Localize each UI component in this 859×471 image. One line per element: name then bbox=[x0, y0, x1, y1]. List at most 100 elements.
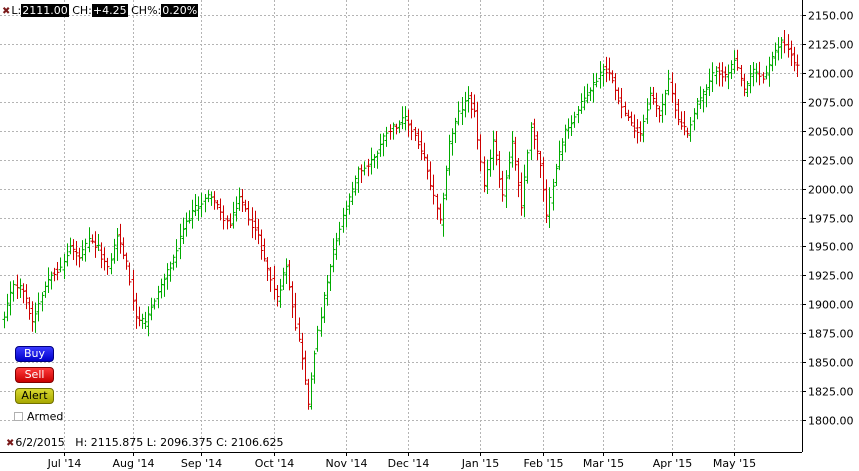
y-tick-label: 1900.00 bbox=[808, 299, 854, 312]
ohlc-bar bbox=[403, 106, 408, 131]
ohlc-bar bbox=[751, 62, 756, 87]
y-tick-label: 1925.00 bbox=[808, 270, 854, 283]
ohlc-bar bbox=[654, 92, 659, 117]
ohlc-bar bbox=[278, 278, 283, 308]
ohlc-bar bbox=[21, 283, 26, 304]
ohlc-bar bbox=[610, 70, 615, 84]
ohlc-bar bbox=[409, 119, 414, 141]
y-tick-label: 2075.00 bbox=[808, 97, 854, 110]
ohlc-bar bbox=[99, 242, 104, 269]
y-tick-label: 1825.00 bbox=[808, 386, 854, 399]
ohlc-bar bbox=[209, 191, 214, 206]
ohlc-bar bbox=[184, 212, 189, 237]
ohlc-bar bbox=[500, 170, 505, 202]
armed-checkbox[interactable] bbox=[14, 412, 23, 421]
ohlc-bar bbox=[767, 56, 772, 87]
ohlc-bar bbox=[786, 34, 791, 58]
ohlc-bar bbox=[234, 196, 239, 222]
ohlc-bar bbox=[516, 158, 521, 198]
ohlc-bar bbox=[218, 198, 223, 221]
ohlc-bar bbox=[96, 234, 101, 252]
ohlc-bar bbox=[795, 54, 800, 78]
ohlc-bar bbox=[36, 292, 41, 322]
ohlc-bar bbox=[641, 114, 646, 143]
ohlc-bar bbox=[761, 72, 766, 84]
ohlc-bar bbox=[87, 227, 92, 253]
ohlc-bar bbox=[27, 297, 32, 320]
ohlc-bar bbox=[698, 86, 703, 109]
ohlc-bar bbox=[350, 181, 355, 206]
ohlc-bar bbox=[253, 210, 258, 240]
ohlc-bar bbox=[422, 142, 427, 161]
close-value: 2106.625 bbox=[231, 436, 284, 449]
x-tick-label: Jul '14 bbox=[47, 457, 82, 470]
ohlc-bar bbox=[638, 121, 643, 142]
ohlc-bar bbox=[315, 325, 320, 352]
ohlc-bar bbox=[707, 68, 712, 96]
change-value: +4.25 bbox=[91, 4, 128, 17]
ohlc-bar bbox=[362, 161, 367, 176]
ohlc-bar bbox=[196, 196, 201, 221]
ohlc-bar bbox=[52, 267, 57, 282]
ohlc-bar bbox=[453, 117, 458, 143]
close-icon[interactable]: ✖ bbox=[6, 438, 15, 449]
ohlc-bar bbox=[541, 157, 546, 202]
ohlc-bar bbox=[8, 281, 13, 316]
x-tick-label: Dec '14 bbox=[388, 457, 430, 470]
ohlc-bar bbox=[629, 111, 634, 126]
ohlc-bar bbox=[228, 213, 233, 229]
ohlc-bar bbox=[670, 72, 675, 103]
bar-date: 6/2/2015 bbox=[15, 436, 65, 449]
ohlc-bar bbox=[372, 154, 377, 168]
ohlc-bar bbox=[322, 292, 327, 324]
y-tick-label: 1850.00 bbox=[808, 357, 854, 370]
ohlc-bar bbox=[692, 108, 697, 131]
ohlc-bar bbox=[463, 91, 468, 118]
x-tick-label: Feb '15 bbox=[524, 457, 564, 470]
alert-button[interactable]: Alert bbox=[15, 388, 54, 404]
ohlc-bar bbox=[660, 93, 665, 123]
ohlc-bar bbox=[105, 257, 110, 275]
ohlc-bar bbox=[312, 350, 317, 384]
ohlc-bar bbox=[522, 164, 527, 218]
ohlc-bar bbox=[240, 188, 245, 212]
ohlc-bar bbox=[585, 83, 590, 104]
quote-header: ✖L:2111.00 CH:+4.25 CH%:0.20% bbox=[2, 4, 199, 17]
ohlc-bar bbox=[701, 88, 706, 113]
ohlc-bar bbox=[717, 62, 722, 87]
high-value: 2115.875 bbox=[90, 436, 144, 449]
ohlc-bar bbox=[776, 37, 781, 61]
ohlc-bar bbox=[115, 228, 120, 262]
ohlc-bar bbox=[309, 372, 314, 410]
sell-button[interactable]: Sell bbox=[15, 367, 54, 383]
ohlc-bar bbox=[673, 83, 678, 119]
ohlc-bar bbox=[710, 62, 715, 92]
ohlc-bar bbox=[419, 130, 424, 160]
ohlc-bar bbox=[695, 98, 700, 120]
ohlc-bar bbox=[469, 92, 474, 119]
ohlc-bar bbox=[290, 281, 295, 318]
ohlc-bar bbox=[353, 175, 358, 196]
ohlc-bar bbox=[281, 267, 286, 290]
ohlc-bar bbox=[293, 292, 298, 331]
ohlc-bar bbox=[450, 128, 455, 156]
ohlc-bar bbox=[265, 257, 270, 282]
ohlc-bar bbox=[203, 194, 208, 213]
ohlc-bar bbox=[134, 292, 139, 329]
ohlc-bar bbox=[726, 64, 731, 90]
ohlc-bar bbox=[143, 311, 148, 329]
ohlc-bar bbox=[428, 161, 433, 191]
ohlc-bar bbox=[397, 120, 402, 134]
armed-toggle[interactable]: Armed bbox=[14, 410, 63, 423]
ohlc-bar bbox=[152, 298, 157, 310]
ohlc-bar bbox=[237, 187, 242, 211]
ohlc-bar bbox=[666, 69, 671, 96]
buy-button[interactable]: Buy bbox=[15, 346, 54, 362]
ohlc-bar bbox=[334, 232, 339, 260]
ohlc-bar bbox=[5, 293, 10, 322]
ohlc-bar bbox=[535, 131, 540, 161]
close-icon[interactable]: ✖ bbox=[2, 6, 11, 17]
ohlc-bar bbox=[325, 275, 330, 306]
ohlc-bar bbox=[413, 127, 418, 142]
